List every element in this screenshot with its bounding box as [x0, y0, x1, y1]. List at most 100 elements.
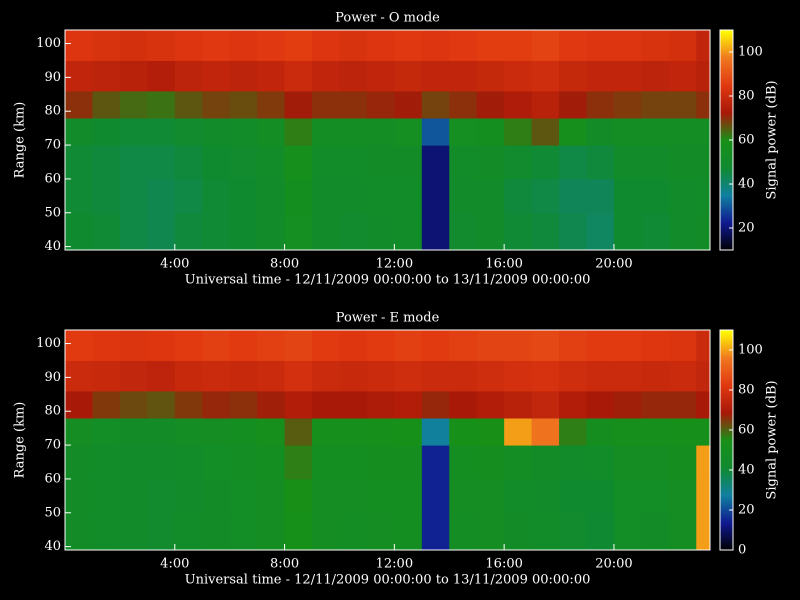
colorbar-swatch — [720, 460, 733, 463]
colorbar-swatch — [720, 472, 733, 475]
heat-cell — [641, 30, 670, 61]
colorbar-tick-label: 80 — [738, 89, 755, 104]
colorbar-swatch — [720, 398, 733, 401]
heat-cell — [339, 90, 368, 119]
heat-cell — [531, 145, 560, 180]
colorbar-swatch — [720, 492, 733, 495]
colorbar-swatch — [720, 240, 733, 243]
colorbar-swatch — [720, 102, 733, 105]
colorbar-swatch — [720, 502, 733, 505]
colorbar-swatch — [720, 218, 733, 221]
heat-cell — [641, 445, 670, 480]
heat-cell — [421, 60, 450, 92]
colorbar-swatch — [720, 152, 733, 155]
colorbar-swatch — [720, 90, 733, 93]
colorbar-swatch — [720, 46, 733, 49]
heat-cell — [613, 212, 642, 251]
colorbar-swatch — [720, 166, 733, 169]
colorbar-swatch — [720, 458, 733, 461]
colorbar-swatch — [720, 510, 733, 513]
colorbar-swatch — [720, 420, 733, 423]
heat-cell — [229, 478, 258, 514]
colorbar-swatch — [720, 200, 733, 203]
colorbar-swatch — [720, 170, 733, 173]
heat-cell — [92, 330, 121, 361]
heat-cell — [147, 390, 176, 419]
heat-cell — [394, 512, 423, 551]
heat-cell — [65, 212, 93, 251]
colorbar-swatch — [720, 504, 733, 507]
heat-cell — [119, 390, 148, 419]
colorbar-swatch — [720, 120, 733, 123]
colorbar-swatch — [720, 382, 733, 385]
heat-cell — [147, 30, 176, 61]
colorbar-swatch — [720, 176, 733, 179]
heat-cell — [586, 478, 615, 514]
heat-cell — [613, 418, 642, 446]
colorbar-swatch — [720, 142, 733, 145]
heat-cell — [449, 512, 478, 551]
colorbar-swatch — [720, 434, 733, 437]
colorbar-swatch — [720, 524, 733, 527]
colorbar-swatch — [720, 150, 733, 153]
colorbar-swatch — [720, 54, 733, 57]
heat-cell — [92, 512, 121, 551]
heat-cell — [613, 178, 642, 214]
heat-cell — [586, 90, 615, 119]
heat-cell — [613, 445, 642, 480]
heat-cell — [257, 360, 286, 392]
heat-cell — [421, 512, 450, 551]
heat-cell — [339, 178, 368, 214]
colorbar-swatch — [720, 140, 733, 143]
colorbar-swatch — [720, 544, 733, 547]
heat-cell — [504, 445, 533, 480]
colorbar-swatch — [720, 154, 733, 157]
heat-cell — [174, 512, 203, 551]
colorbar-swatch — [720, 534, 733, 537]
heat-cell — [366, 330, 395, 361]
heat-cell — [257, 145, 286, 180]
heat-cell — [339, 390, 368, 419]
colorbar-swatch — [720, 38, 733, 41]
heat-cell — [696, 90, 711, 119]
heat-cell — [613, 118, 642, 146]
colorbar-swatch — [720, 370, 733, 373]
colorbar-swatch — [720, 58, 733, 61]
colorbar-swatch — [720, 412, 733, 415]
heat-cell — [531, 360, 560, 392]
heat-cell — [476, 445, 505, 480]
heat-cell — [449, 60, 478, 92]
heat-cell — [257, 118, 286, 146]
colorbar-swatch — [720, 438, 733, 441]
heat-cell — [339, 445, 368, 480]
heat-cell — [668, 145, 697, 180]
heat-cell — [366, 418, 395, 446]
colorbar-swatch — [720, 76, 733, 79]
heat-cell — [449, 178, 478, 214]
colorbar-swatch — [720, 164, 733, 167]
heat-cell — [65, 30, 93, 61]
heat-cell — [312, 90, 340, 119]
heat-cell — [586, 360, 615, 392]
heat-cell — [92, 90, 121, 119]
y-tick-label: 70 — [44, 438, 61, 453]
heat-cell — [531, 445, 560, 480]
heat-cell — [174, 30, 203, 61]
x-tick-label: 12:00 — [376, 557, 413, 572]
colorbar-swatch — [720, 156, 733, 159]
chart-title: Power - E mode — [336, 311, 440, 326]
heat-cell — [641, 390, 670, 419]
heat-cell — [504, 512, 533, 551]
heat-cell — [65, 418, 93, 446]
heat-cell — [174, 118, 203, 146]
heat-cell — [559, 390, 587, 419]
colorbar-swatch — [720, 210, 733, 213]
colorbar-swatch — [720, 348, 733, 351]
heat-cell — [559, 445, 587, 480]
colorbar-swatch — [720, 134, 733, 137]
colorbar-label: Signal power (dB) — [765, 380, 780, 499]
colorbar-swatch — [720, 384, 733, 387]
heat-cell — [668, 30, 697, 61]
colorbar-swatch — [720, 378, 733, 381]
heat-cell — [641, 178, 670, 214]
